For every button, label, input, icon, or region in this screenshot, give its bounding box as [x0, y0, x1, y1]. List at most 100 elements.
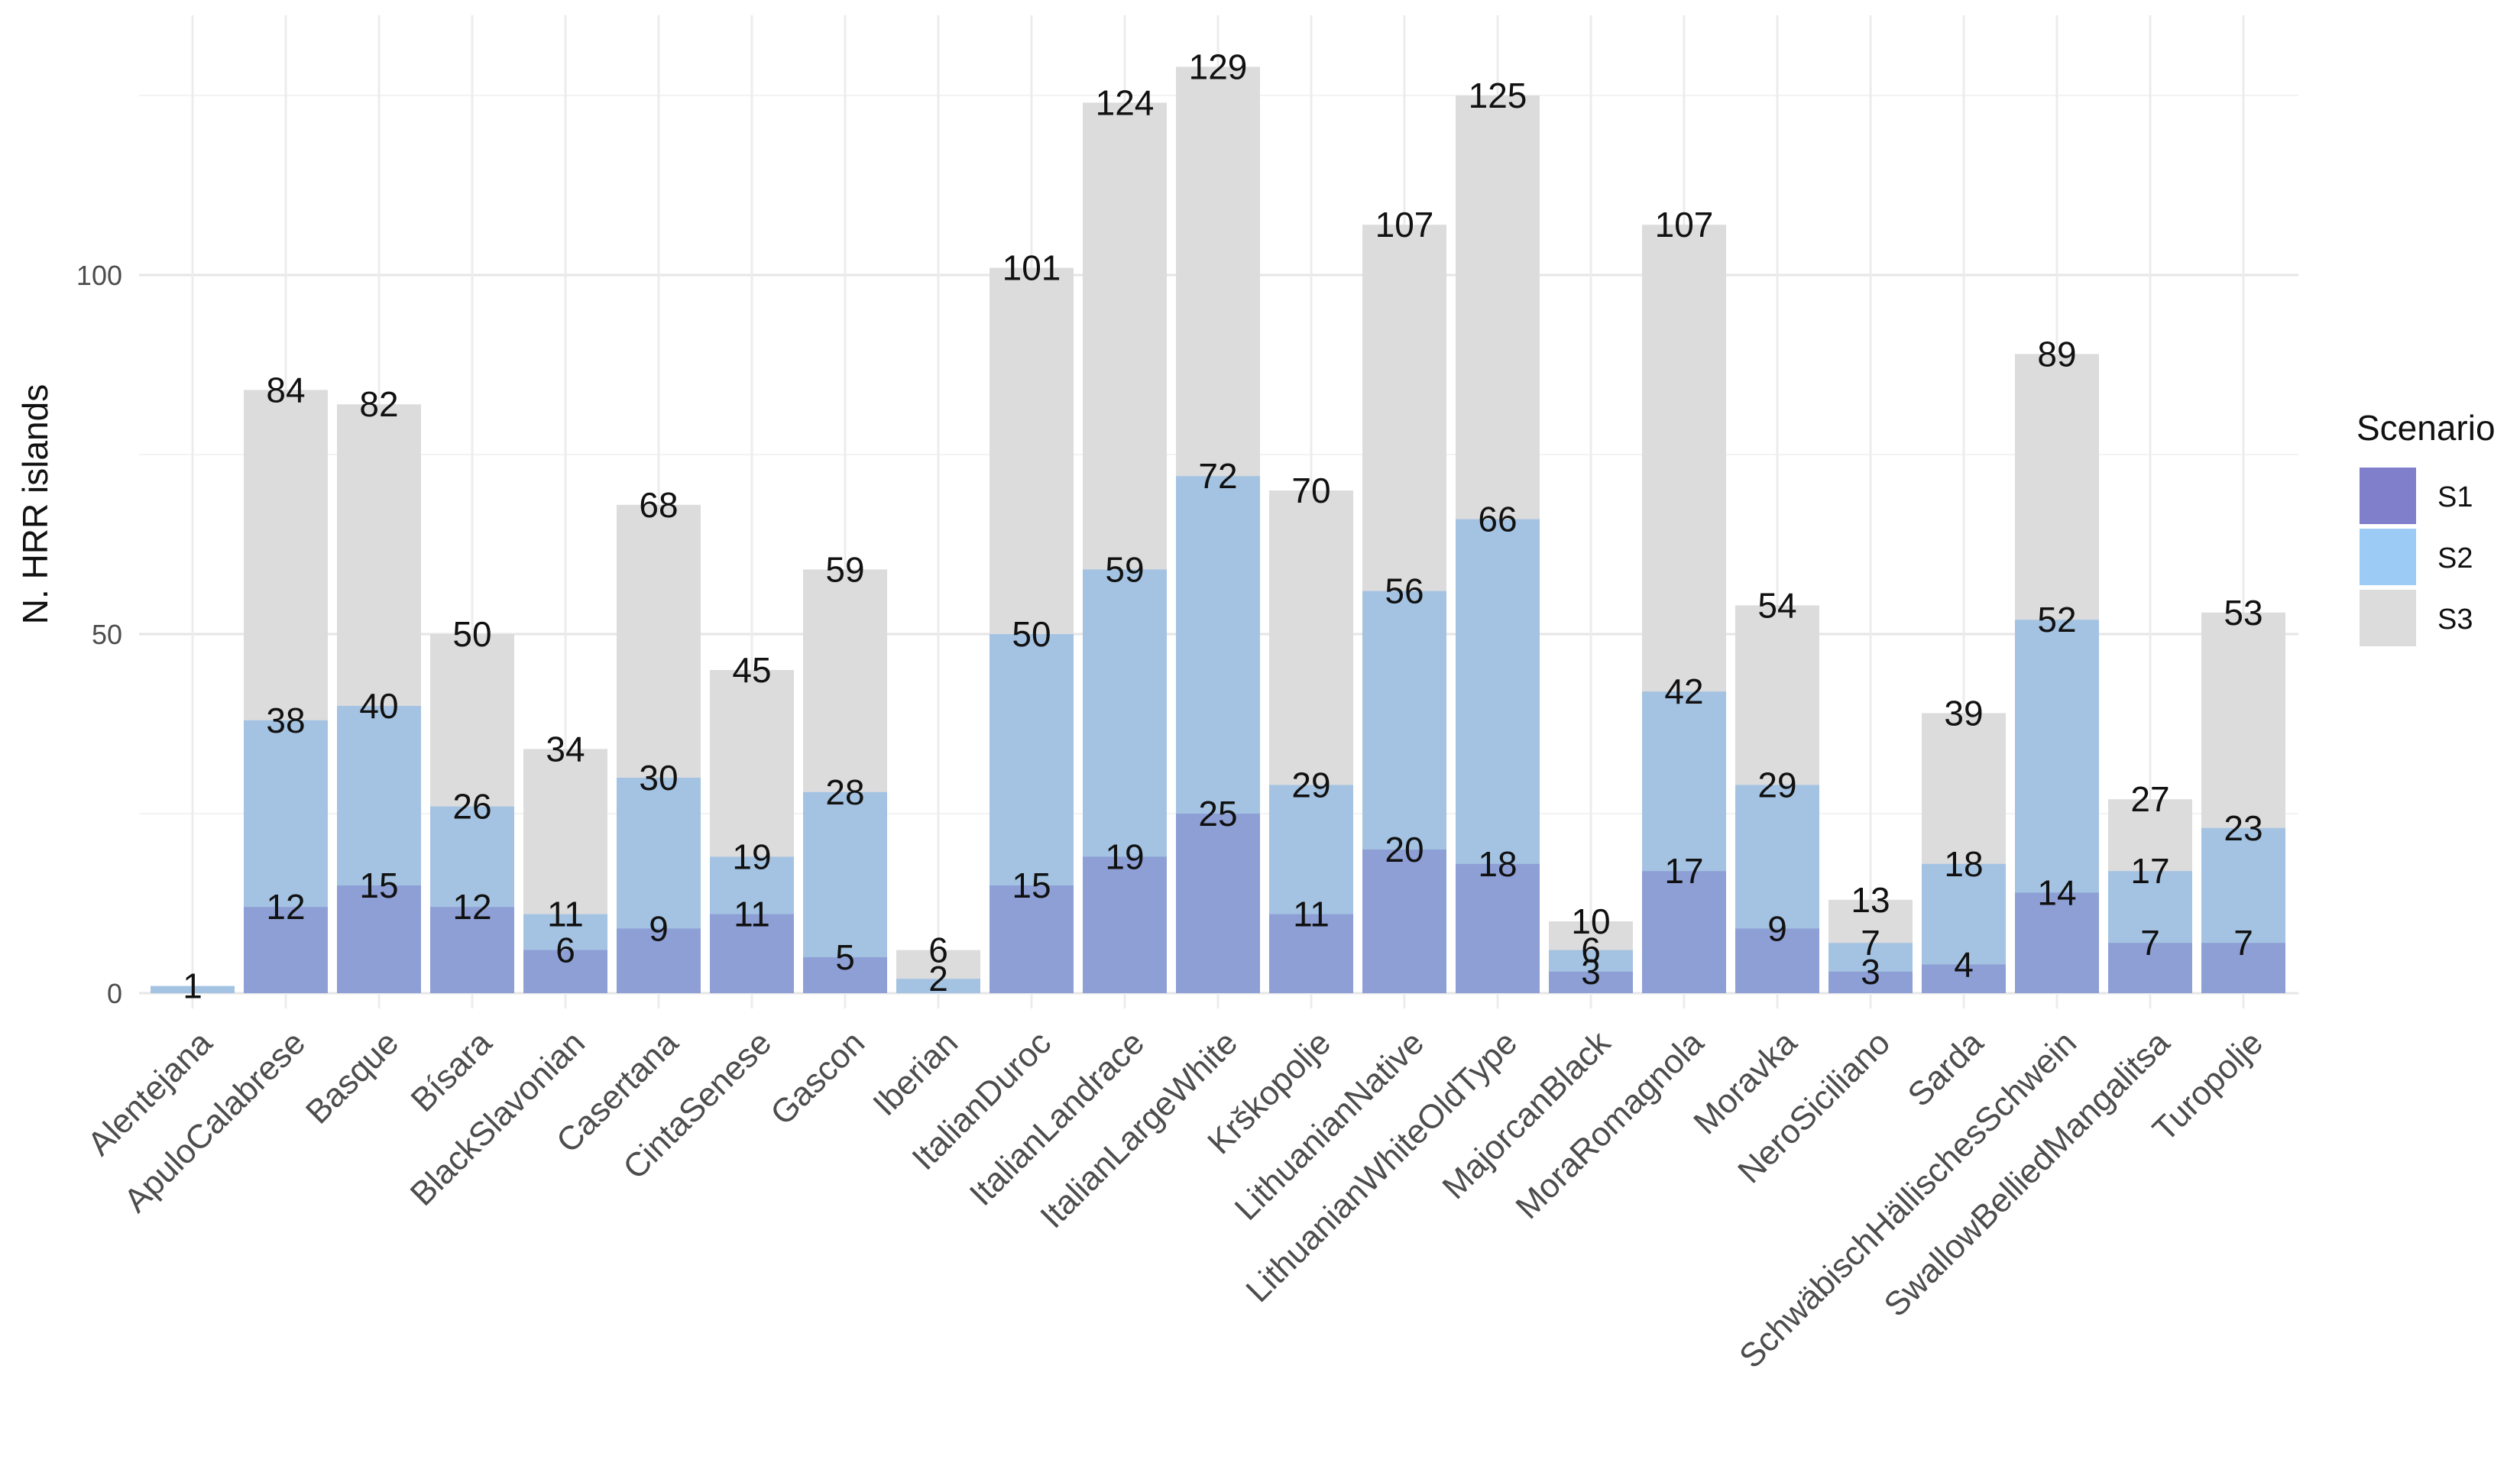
value-label-s1: 7 — [2140, 923, 2160, 963]
bar-s1 — [1269, 914, 1353, 993]
x-tick-label: Basque — [299, 1024, 406, 1131]
bar-s1 — [2108, 943, 2192, 993]
bar-s1 — [523, 950, 607, 993]
x-tick-label: Gascon — [763, 1024, 872, 1132]
value-label-s3: 129 — [1189, 47, 1248, 86]
value-label-s1: 15 — [359, 866, 398, 905]
value-label-s2: 17 — [2130, 851, 2169, 891]
value-label-s1: 11 — [734, 895, 770, 934]
value-label-s2: 18 — [1944, 844, 1983, 884]
bar-s1 — [244, 907, 328, 993]
value-label-s1: 17 — [1664, 851, 1703, 891]
bar-s1 — [1922, 964, 2006, 993]
value-label-s3: 101 — [1002, 248, 1061, 288]
value-label-s1: 15 — [1012, 866, 1051, 905]
value-label-s2: 6 — [1581, 931, 1601, 970]
value-label-s3: 70 — [1291, 471, 1330, 510]
value-label-s2: 23 — [2224, 808, 2262, 848]
value-label-s2: 26 — [452, 787, 491, 827]
legend-swatch-s2 — [2360, 529, 2416, 585]
value-label-s3: 54 — [1757, 585, 1796, 625]
bar-s1 — [1642, 871, 1726, 993]
value-label-s2: 30 — [639, 758, 678, 798]
value-label-s1: 25 — [1198, 794, 1237, 833]
x-tick-label: Sarda — [1900, 1024, 1990, 1114]
value-label-s2: 38 — [266, 701, 305, 740]
bar-s2 — [896, 979, 980, 993]
value-label-s2: 11 — [547, 895, 584, 934]
bar-s1 — [1549, 971, 1633, 993]
value-label-s1: 7 — [2233, 923, 2253, 963]
value-label-s1: 18 — [1478, 844, 1517, 884]
value-label-s1: 3 — [1581, 952, 1601, 992]
bar-s1 — [1828, 971, 1913, 993]
value-label-s1: 20 — [1385, 830, 1424, 869]
value-label-s1: 12 — [452, 887, 491, 927]
y-axis-title: N. HRR islands — [15, 384, 55, 624]
value-label-s2: 28 — [825, 772, 864, 812]
value-label-s2: 1 — [183, 966, 202, 1006]
value-label-s2: 50 — [1012, 614, 1051, 654]
value-label-s2: 29 — [1757, 765, 1796, 804]
bar-s1 — [1456, 863, 1540, 993]
value-label-s1: 9 — [649, 908, 669, 948]
bar-s1 — [1362, 850, 1446, 993]
value-label-s3: 39 — [1944, 693, 1983, 733]
value-label-s3: 45 — [732, 650, 771, 690]
legend-label-s3: S3 — [2437, 604, 2473, 636]
value-label-s3: 89 — [2037, 334, 2076, 374]
legend-swatch-s1 — [2360, 468, 2416, 524]
value-label-s2: 72 — [1198, 456, 1237, 496]
value-label-s3: 107 — [1375, 205, 1434, 244]
value-label-s2: 59 — [1105, 549, 1144, 589]
bar-s1 — [803, 957, 887, 993]
value-label-s3: 27 — [2130, 779, 2169, 819]
value-label-s1: 9 — [1767, 908, 1787, 948]
bar-s1 — [2015, 892, 2099, 993]
legend-swatch-s3 — [2360, 590, 2416, 646]
value-label-s2: 7 — [1861, 923, 1880, 963]
value-label-s1: 4 — [1954, 944, 1974, 984]
value-label-s2: 2 — [928, 959, 948, 999]
value-label-s3: 84 — [266, 370, 305, 409]
bar-s1 — [430, 907, 514, 993]
value-label-s3: 125 — [1469, 76, 1527, 115]
value-label-s2: 40 — [359, 686, 398, 726]
legend-label-s2: S2 — [2437, 542, 2473, 575]
value-label-s3: 53 — [2224, 593, 2262, 633]
bar-s1 — [1735, 928, 1819, 993]
value-label-s3: 50 — [452, 614, 491, 654]
value-label-s2: 66 — [1478, 500, 1517, 539]
value-label-s3: 6 — [928, 931, 948, 970]
value-label-s3: 13 — [1851, 880, 1890, 920]
bar-s2 — [151, 986, 235, 993]
value-label-s2: 19 — [732, 837, 771, 876]
value-label-s2: 29 — [1291, 765, 1330, 804]
value-label-s3: 82 — [359, 384, 398, 424]
x-tick-label: MajorcanBlack — [1435, 1024, 1618, 1206]
legend: Scenario S1 S2 S3 — [2356, 408, 2496, 646]
value-label-s3: 124 — [1096, 83, 1155, 122]
value-label-s3: 107 — [1655, 205, 1714, 244]
value-label-s1: 3 — [1861, 952, 1880, 992]
value-label-s1: 6 — [556, 931, 575, 970]
legend-title: Scenario — [2356, 408, 2496, 448]
bar-s1 — [337, 885, 421, 993]
value-label-s1: 5 — [835, 937, 855, 977]
bar-s1 — [710, 914, 794, 993]
y-tick-label: 100 — [76, 260, 122, 291]
value-label-s3: 10 — [1571, 901, 1610, 941]
bar-s1 — [617, 928, 701, 993]
value-label-s1: 14 — [2037, 872, 2076, 912]
value-label-s3: 59 — [825, 549, 864, 589]
value-label-s2: 42 — [1664, 672, 1703, 711]
value-labels: 84 82503468455961011241297010712510107541… — [183, 47, 2262, 1005]
value-label-s2: 56 — [1385, 571, 1424, 611]
value-label-s1: 11 — [1293, 895, 1330, 934]
bar-s1 — [1083, 856, 1167, 993]
bar-s1 — [2201, 943, 2285, 993]
x-tick-label: SchwäbischHällischesSchwein — [1732, 1024, 2084, 1375]
y-tick-label: 50 — [92, 619, 122, 650]
bars — [151, 66, 2285, 994]
